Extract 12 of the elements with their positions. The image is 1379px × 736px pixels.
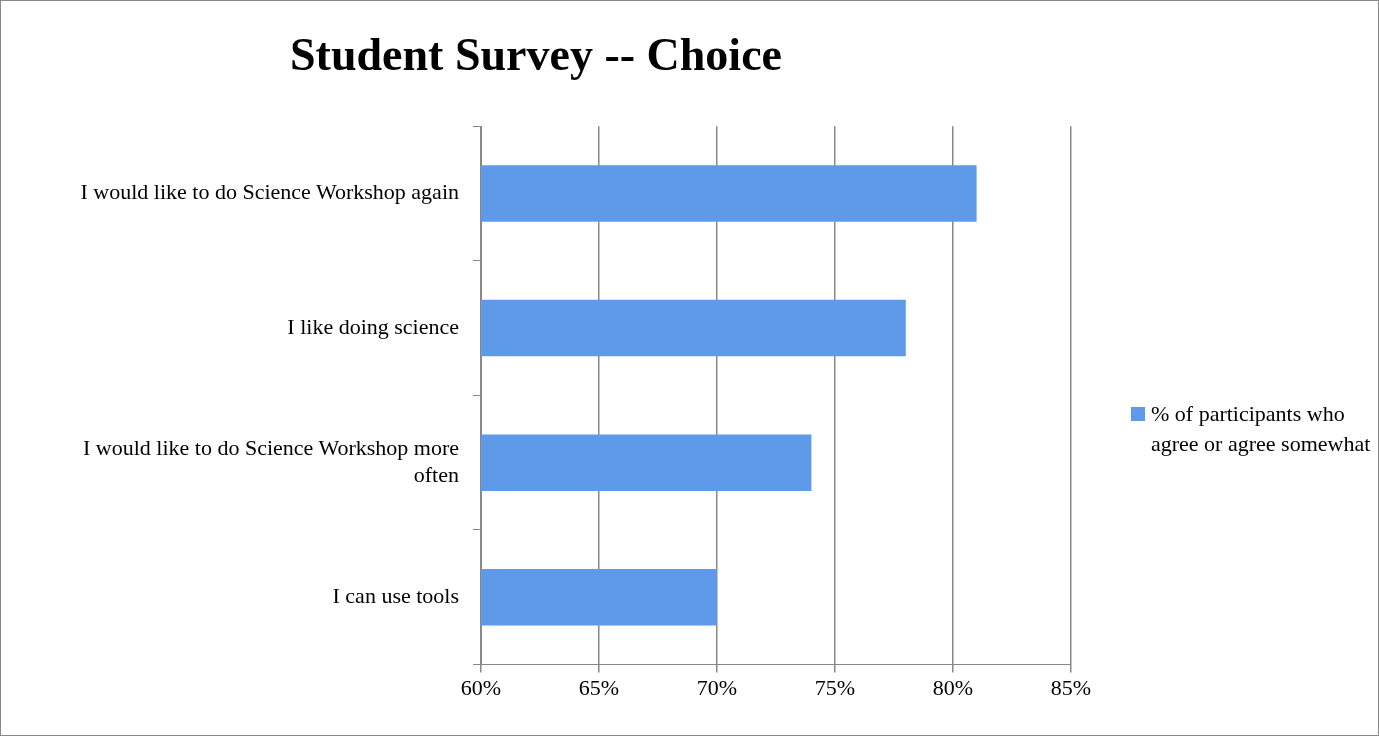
legend-label: % of participants who agree or agree somewhat [1151, 400, 1371, 458]
y-tick-label: I like doing science [287, 313, 459, 339]
y-tick-label: I can use tools [332, 583, 459, 609]
x-tick-label: 85% [1050, 674, 1092, 700]
x-tick-label: 80% [932, 674, 974, 700]
x-tick-label: 75% [814, 674, 856, 700]
x-tick-label: 65% [578, 674, 620, 700]
y-tick-label: I would like to do Science Workshop more often [82, 435, 459, 487]
y-tick-label: I would like to do Science Workshop again [80, 179, 459, 205]
chart-title: Student Survey -- Choice [290, 29, 782, 81]
x-tick-label: 60% [460, 674, 502, 700]
x-tick-label: 70% [696, 674, 738, 700]
